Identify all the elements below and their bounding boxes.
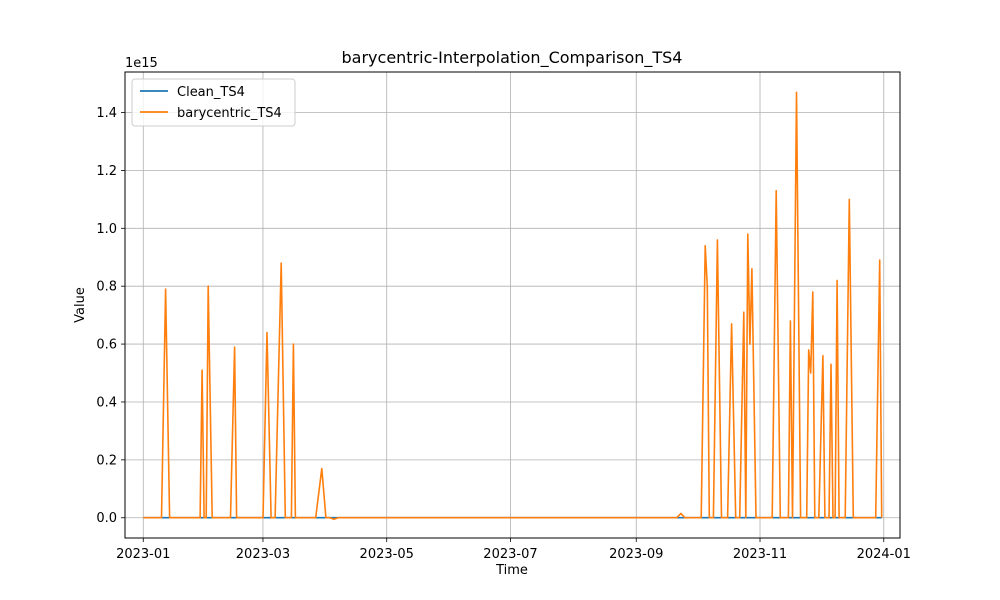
legend: Clean_TS4 barycentric_TS4 xyxy=(131,78,296,127)
series-line-barycentric xyxy=(143,91,883,520)
x-tick-label: 2023-03 xyxy=(236,547,290,562)
x-tick-label: 2023-05 xyxy=(360,547,414,562)
y-tick-label: 1.4 xyxy=(96,106,117,121)
y-tick-label: 0.2 xyxy=(96,453,117,468)
x-tick-label: 2023-01 xyxy=(116,547,170,562)
y-tick-label: 0.4 xyxy=(96,395,117,410)
legend-label-clean: Clean_TS4 xyxy=(177,85,245,100)
y-tick-label: 0.0 xyxy=(96,511,117,526)
y-axis-label: Value xyxy=(73,287,88,323)
y-scale-label: 1e15 xyxy=(125,56,158,71)
y-tick-label: 1.0 xyxy=(96,222,117,237)
plot-series xyxy=(143,91,883,520)
chart-title: barycentric-Interpolation_Comparison_TS4 xyxy=(342,48,683,68)
x-tick-label: 2024-01 xyxy=(857,547,911,562)
legend-box xyxy=(131,78,296,127)
axes-ticks: 2023-01 2023-03 2023-05 2023-07 2023-09 2023-… xyxy=(96,106,911,562)
x-axis-label: Time xyxy=(495,563,528,578)
y-tick-label: 0.6 xyxy=(96,338,117,353)
y-tick-label: 1.2 xyxy=(96,164,117,179)
legend-label-barycentric: barycentric_TS4 xyxy=(177,106,282,121)
x-tick-label: 2023-11 xyxy=(733,547,787,562)
plot-frame xyxy=(124,71,901,539)
y-tick-label: 0.8 xyxy=(96,280,117,295)
x-tick-label: 2023-07 xyxy=(483,547,537,562)
x-tick-label: 2023-09 xyxy=(609,547,663,562)
